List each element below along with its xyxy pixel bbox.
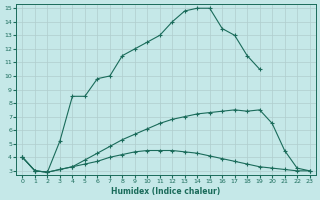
- X-axis label: Humidex (Indice chaleur): Humidex (Indice chaleur): [111, 187, 221, 196]
